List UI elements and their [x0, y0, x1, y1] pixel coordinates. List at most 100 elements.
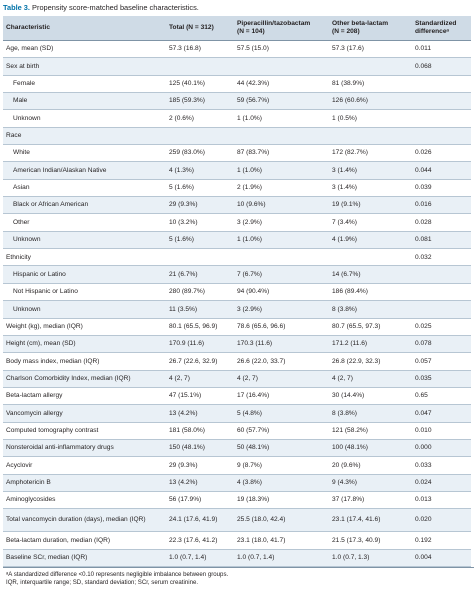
cell-piperacillin-tazobactam: 59 (56.7%) — [234, 92, 329, 111]
cell-other-beta-lactam: 4 (2, 7) — [329, 370, 412, 388]
cell-characteristic: Weight (kg), median (IQR) — [3, 318, 166, 336]
cell-other-beta-lactam: 126 (60.6%) — [329, 92, 412, 111]
cell-piperacillin-tazobactam: 44 (42.3%) — [234, 75, 329, 94]
cell-piperacillin-tazobactam — [234, 127, 329, 146]
header-piperacillin-tazobactam: Piperacillin/tazobactam (N = 104) — [234, 16, 329, 41]
cell-characteristic: Charlson Comorbidity Index, median (IQR) — [3, 370, 166, 388]
table-row: Beta-lactam duration, median (IQR) 22.3 (… — [3, 531, 471, 550]
cell-standardized-difference: 0.028 — [412, 213, 471, 232]
baseline-characteristics-table: Characteristic Total (N = 312) Piperacil… — [3, 16, 471, 567]
cell-characteristic: Acyclovir — [3, 456, 166, 475]
cell-other-beta-lactam — [329, 57, 412, 76]
cell-other-beta-lactam: 4 (1.9%) — [329, 231, 412, 250]
cell-standardized-difference: 0.047 — [412, 404, 471, 423]
cell-total: 181 (58.0%) — [166, 422, 234, 440]
table-row: Total vancomycin duration (days), median… — [3, 508, 471, 533]
cell-standardized-difference: 0.057 — [412, 352, 471, 371]
cell-total: 29 (9.3%) — [166, 456, 234, 475]
cell-standardized-difference — [412, 109, 471, 128]
cell-characteristic: Nonsteroidal anti-inflammatory drugs — [3, 439, 166, 458]
table-row: White 259 (83.0%) 87 (83.7%) 172 (82.7%) 0.0… — [3, 144, 471, 163]
cell-total: 5 (1.6%) — [166, 179, 234, 198]
table-row: Ethnicity 0.032 — [3, 248, 471, 267]
cell-total: 4 (1.3%) — [166, 161, 234, 180]
cell-piperacillin-tazobactam — [234, 57, 329, 76]
cell-characteristic: Ethnicity — [3, 248, 166, 267]
table-row: Aminoglycosides 56 (17.9%) 19 (18.3%) 37 (1… — [3, 491, 471, 510]
table-row: Age, mean (SD) 57.3 (16.8) 57.5 (15.0) 57.3… — [3, 40, 471, 59]
cell-total: 4 (2, 7) — [166, 370, 234, 388]
table-row: Height (cm), mean (SD) 170.9 (11.6) 170.3 … — [3, 335, 471, 354]
cell-other-beta-lactam: 14 (6.7%) — [329, 265, 412, 284]
cell-piperacillin-tazobactam: 1 (1.0%) — [234, 231, 329, 250]
cell-piperacillin-tazobactam: 10 (9.6%) — [234, 196, 329, 215]
cell-standardized-difference: 0.016 — [412, 196, 471, 215]
cell-total: 10 (3.2%) — [166, 213, 234, 232]
cell-piperacillin-tazobactam: 3 (2.9%) — [234, 213, 329, 232]
cell-standardized-difference: 0.035 — [412, 370, 471, 388]
cell-characteristic: Computed tomography contrast — [3, 422, 166, 440]
cell-standardized-difference — [412, 75, 471, 94]
cell-characteristic: Unknown — [3, 109, 166, 128]
cell-total: 80.1 (65.5, 96.9) — [166, 318, 234, 336]
cell-characteristic: Female — [3, 75, 166, 94]
cell-total: 280 (89.7%) — [166, 283, 234, 302]
cell-piperacillin-tazobactam: 4 (3.8%) — [234, 474, 329, 492]
cell-piperacillin-tazobactam: 87 (83.7%) — [234, 144, 329, 163]
cell-standardized-difference: 0.192 — [412, 531, 471, 550]
cell-characteristic: Other — [3, 213, 166, 232]
cell-total: 26.7 (22.6, 32.9) — [166, 352, 234, 371]
cell-piperacillin-tazobactam: 23.1 (18.0, 41.7) — [234, 531, 329, 550]
table-row: Beta-lactam allergy 47 (15.1%) 17 (16.4%) 3… — [3, 387, 471, 406]
cell-standardized-difference: 0.013 — [412, 491, 471, 510]
cell-standardized-difference: 0.024 — [412, 474, 471, 492]
cell-characteristic: Age, mean (SD) — [3, 40, 166, 59]
cell-standardized-difference: 0.011 — [412, 40, 471, 59]
cell-characteristic: Asian — [3, 179, 166, 198]
cell-total: 150 (48.1%) — [166, 439, 234, 458]
table-row: Other 10 (3.2%) 3 (2.9%) 7 (3.4%) 0.028 — [3, 213, 471, 232]
cell-standardized-difference: 0.010 — [412, 422, 471, 440]
cell-total: 47 (15.1%) — [166, 387, 234, 406]
cell-piperacillin-tazobactam: 26.6 (22.0, 33.7) — [234, 352, 329, 371]
cell-other-beta-lactam: 30 (14.4%) — [329, 387, 412, 406]
cell-piperacillin-tazobactam: 60 (57.7%) — [234, 422, 329, 440]
footnote-a: ᵃA standardized difference <0.10 represe… — [6, 570, 229, 578]
cell-characteristic: White — [3, 144, 166, 163]
cell-characteristic: Hispanic or Latino — [3, 265, 166, 284]
table-caption: Table 3. Propensity score-matched baseli… — [0, 0, 474, 16]
cell-total: 29 (9.3%) — [166, 196, 234, 215]
cell-other-beta-lactam: 37 (17.8%) — [329, 491, 412, 510]
cell-total: 170.9 (11.6) — [166, 335, 234, 354]
table-row: Unknown 5 (1.6%) 1 (1.0%) 4 (1.9%) 0.081 — [3, 231, 471, 250]
table-row: Amphotericin B 13 (4.2%) 4 (3.8%) 9 (4.3%) 0… — [3, 474, 471, 492]
cell-other-beta-lactam: 186 (89.4%) — [329, 283, 412, 302]
cell-characteristic: American Indian/Alaskan Native — [3, 161, 166, 180]
cell-total: 13 (4.2%) — [166, 404, 234, 423]
cell-other-beta-lactam: 3 (1.4%) — [329, 179, 412, 198]
header-total: Total (N = 312) — [166, 16, 234, 41]
cell-piperacillin-tazobactam: 57.5 (15.0) — [234, 40, 329, 59]
cell-standardized-difference: 0.026 — [412, 144, 471, 163]
cell-total: 11 (3.5%) — [166, 300, 234, 319]
cell-standardized-difference — [412, 265, 471, 284]
cell-standardized-difference: 0.025 — [412, 318, 471, 336]
cell-total: 125 (40.1%) — [166, 75, 234, 94]
cell-total: 185 (59.3%) — [166, 92, 234, 111]
table-row: Nonsteroidal anti-inflammatory drugs 150 … — [3, 439, 471, 458]
cell-other-beta-lactam: 80.7 (65.5, 97.3) — [329, 318, 412, 336]
cell-total — [166, 127, 234, 146]
cell-other-beta-lactam: 8 (3.8%) — [329, 300, 412, 319]
header-characteristic: Characteristic — [3, 16, 166, 41]
cell-other-beta-lactam: 121 (58.2%) — [329, 422, 412, 440]
cell-characteristic: Vancomycin allergy — [3, 404, 166, 423]
cell-characteristic: Not Hispanic or Latino — [3, 283, 166, 302]
cell-characteristic: Unknown — [3, 300, 166, 319]
cell-piperacillin-tazobactam — [234, 248, 329, 267]
cell-other-beta-lactam: 8 (3.8%) — [329, 404, 412, 423]
cell-piperacillin-tazobactam: 4 (2, 7) — [234, 370, 329, 388]
cell-other-beta-lactam: 20 (9.6%) — [329, 456, 412, 475]
table-footnotes: ᵃA standardized difference <0.10 represe… — [3, 566, 474, 591]
cell-piperacillin-tazobactam: 1 (1.0%) — [234, 109, 329, 128]
cell-other-beta-lactam: 100 (48.1%) — [329, 439, 412, 458]
